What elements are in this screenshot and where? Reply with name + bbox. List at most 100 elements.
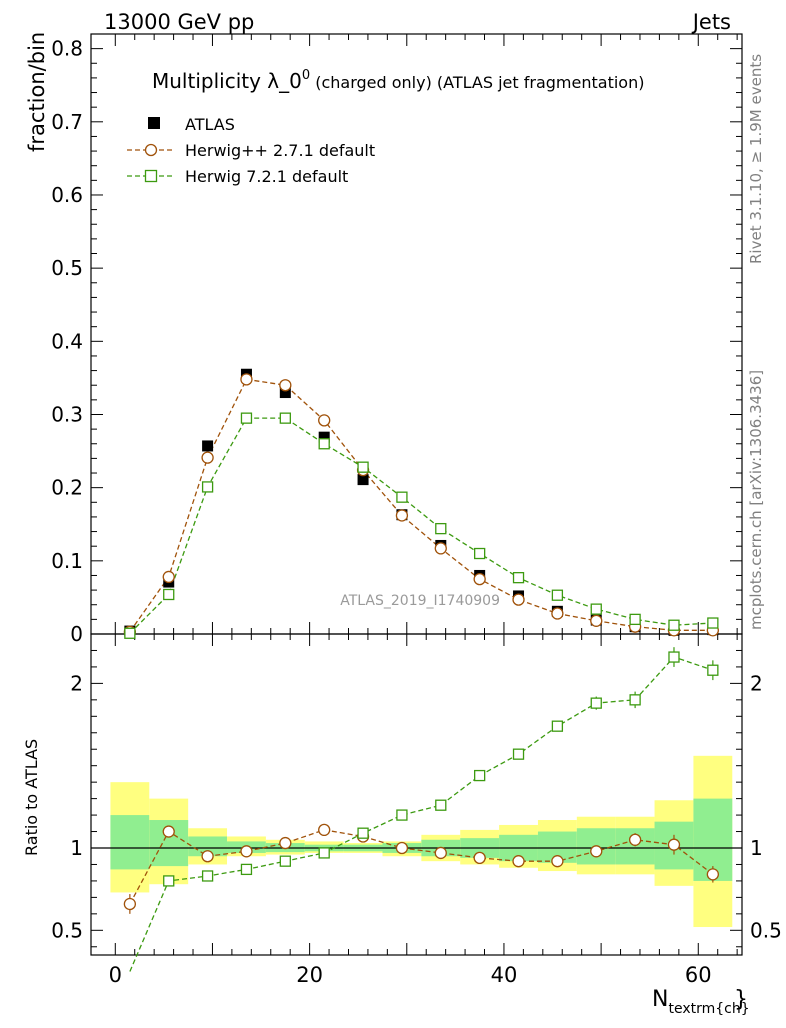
band-inner-bin: [110, 815, 150, 870]
data-point-mc: [395, 509, 409, 522]
data-point-mc: [512, 572, 525, 584]
ratio-point: [240, 863, 253, 876]
data-point-mc: [163, 588, 175, 601]
x-ticks: 0 20 40 60: [109, 34, 738, 987]
data-point-mc: [435, 522, 447, 535]
data-point-atlas: [357, 474, 369, 486]
analysis-watermark: ATLAS_2019_I1740909: [340, 593, 500, 609]
ratio-point: [512, 855, 525, 868]
legend-marker-atlas: [148, 117, 160, 129]
band-inner-bin: [188, 836, 228, 857]
ratio-point: [706, 868, 720, 881]
ratio-y-ticks: 0.5 0.5 1 1 2 2: [51, 649, 782, 948]
data-point-mc: [357, 461, 369, 473]
ratio-point: [668, 651, 680, 663]
main-y-tick-label: 0.2: [51, 476, 83, 500]
main-y-tick-label: 0.3: [51, 402, 83, 426]
data-point-mc: [240, 373, 253, 386]
data-point-mc: [318, 438, 330, 450]
main-y-tick-label: 0.4: [51, 329, 83, 353]
main-y-tick-label: 0.6: [51, 183, 83, 207]
main-y-tick-label: 0.7: [51, 110, 83, 134]
data-point-mc: [551, 589, 564, 601]
data-point-mc: [551, 607, 564, 620]
ratio-point: [628, 833, 642, 846]
x-tick-label: 60: [685, 963, 712, 987]
legend: ATLAS Herwig++ 2.7.1 default Herwig 7.2.…: [127, 115, 375, 186]
ratio-point: [123, 897, 137, 911]
ratio-point: [318, 823, 331, 837]
title-sup: 0: [302, 68, 310, 83]
ratio-point: [590, 697, 602, 709]
data-point-mc: [279, 412, 291, 424]
data-point-mc: [590, 603, 602, 615]
ratio-y-axis-label: Ratio to ATLAS: [22, 739, 41, 856]
mcplots-side-text: mcplots.cern.ch [arXiv:1306.3436]: [747, 370, 765, 630]
ratio-point: [435, 799, 447, 811]
ratio-point: [474, 769, 486, 782]
ratio-series-markers-1: [163, 647, 719, 887]
ratio-point: [473, 851, 486, 865]
ratio-point: [395, 841, 409, 855]
data-point-mc: [240, 412, 253, 424]
main-y-tick-label: 0: [70, 622, 83, 646]
data-point-mc: [396, 491, 408, 503]
data-point-mc: [201, 481, 214, 493]
ratio-point: [512, 748, 525, 760]
data-point-mc: [162, 570, 175, 584]
legend-label-herwigpp: Herwig++ 2.7.1 default: [185, 141, 375, 160]
ratio-point: [590, 845, 603, 858]
data-point-mc: [434, 542, 447, 555]
ratio-y-tick-label-right: 0.5: [750, 918, 782, 942]
ratio-series-line-0: [129, 829, 714, 905]
ratio-y-tick-label-left: 2: [70, 671, 83, 695]
main-y-tick-label: 0.1: [51, 549, 83, 573]
legend-marker-herwigpp: [144, 143, 158, 157]
ratio-plot-frame: [90, 633, 743, 956]
data-point-mc: [279, 379, 292, 392]
legend-marker-herwig7: [144, 169, 158, 183]
title-main: Multiplicity λ_0: [152, 69, 302, 93]
ratio-point: [201, 850, 214, 863]
main-series-markers-2: [124, 412, 719, 639]
ratio-point: [551, 720, 564, 732]
data-point-mc: [512, 593, 525, 606]
ratio-point: [240, 845, 253, 858]
title-small: (charged only): [310, 73, 432, 92]
data-point-mc: [473, 572, 486, 586]
legend-label-herwig7: Herwig 7.2.1 default: [185, 167, 348, 186]
title-rest: (ATLAS jet fragmentation): [432, 73, 645, 92]
ratio-y-tick-label-left: 0.5: [51, 918, 83, 942]
header-left: 13000 GeV pp: [104, 10, 254, 34]
data-point-mc: [590, 614, 603, 627]
data-point-mc: [668, 619, 680, 631]
ratio-point: [629, 694, 641, 706]
ratio-point: [667, 838, 681, 851]
plot-title: Multiplicity λ_00 (charged only) (ATLAS …: [152, 68, 644, 93]
x-tick-label: 0: [109, 963, 122, 987]
rivet-side-text: Rivet 3.1.10, ≥ 1.9M events: [747, 54, 765, 264]
data-point-atlas: [202, 440, 214, 452]
ratio-point: [318, 847, 330, 859]
data-point-mc: [707, 617, 719, 629]
data-point-mc: [474, 547, 486, 560]
ratio-point: [163, 875, 175, 887]
data-point-atlas: [318, 431, 330, 443]
ratio-point: [396, 809, 408, 821]
ratio-point: [201, 870, 214, 882]
main-y-ticks: 0 0.1 0.2 0.3 0.4 0.5 0.6 0.7 0.8: [51, 33, 742, 646]
ratio-point: [279, 855, 291, 867]
main-series-line-1: [129, 378, 713, 633]
ratio-y-tick-label-left: 1: [70, 836, 83, 860]
data-point-mc: [629, 613, 641, 626]
x-tick-label: 20: [296, 963, 323, 987]
ratio-series-markers-0: [123, 823, 720, 914]
data-point-mc: [318, 414, 331, 427]
legend-label-atlas: ATLAS: [185, 115, 235, 134]
data-point-mc: [124, 627, 136, 639]
data-point-mc: [201, 451, 214, 464]
x-axis-label-sub: textrm{ch}: [668, 1001, 749, 1017]
